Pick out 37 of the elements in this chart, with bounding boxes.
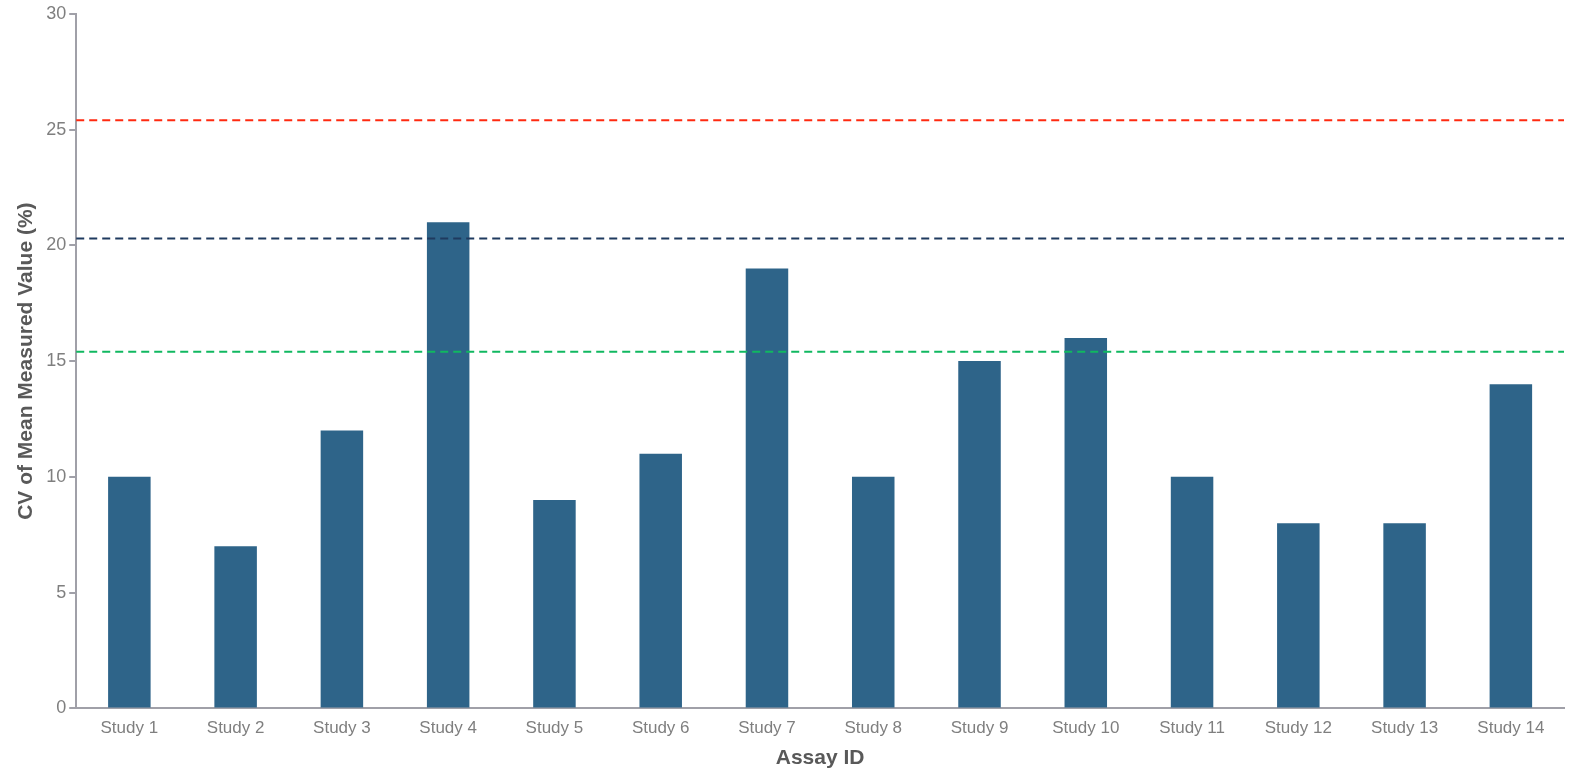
x-tick-label: Study 9	[950, 718, 1009, 738]
y-tick-label: 15	[46, 350, 67, 371]
x-tick-label: Study 7	[738, 718, 796, 738]
y-tick-label: 25	[46, 118, 67, 139]
x-tick-label: Study 13	[1371, 718, 1439, 738]
x-tick-label: Study 12	[1264, 718, 1332, 738]
bar	[108, 476, 151, 708]
y-axis-title: CV of Mean Measured Value (%)	[13, 202, 37, 520]
y-tick-label: 10	[46, 465, 67, 486]
bar	[426, 222, 470, 708]
bar	[320, 430, 364, 708]
x-tick-label: Study 2	[206, 718, 265, 738]
bar	[958, 361, 1001, 708]
bar	[1489, 384, 1533, 708]
x-tick-label: Study 1	[100, 718, 159, 738]
x-tick-label: Study 4	[419, 718, 477, 738]
bar	[533, 500, 576, 708]
x-tick-label: Study 11	[1159, 718, 1225, 738]
bar	[851, 476, 895, 708]
bar	[1277, 523, 1320, 708]
x-axis-title: Assay ID	[775, 745, 865, 769]
x-tick-label: Study 6	[631, 718, 690, 738]
bar	[1383, 523, 1426, 708]
bar	[745, 268, 789, 708]
x-tick-label: Study 5	[525, 718, 584, 738]
x-tick-label: Study 3	[313, 718, 371, 738]
x-tick-label: Study 10	[1052, 718, 1120, 738]
y-tick-label: 20	[46, 234, 67, 255]
bar	[214, 546, 257, 708]
y-tick-label: 0	[56, 697, 67, 718]
y-tick-label: 5	[56, 581, 67, 602]
x-tick-label: Study 8	[844, 718, 903, 738]
bar	[1064, 337, 1108, 708]
bar	[1170, 476, 1214, 708]
bar	[639, 453, 682, 708]
y-tick-label: 30	[46, 2, 67, 23]
x-tick-label: Study 14	[1477, 718, 1545, 738]
